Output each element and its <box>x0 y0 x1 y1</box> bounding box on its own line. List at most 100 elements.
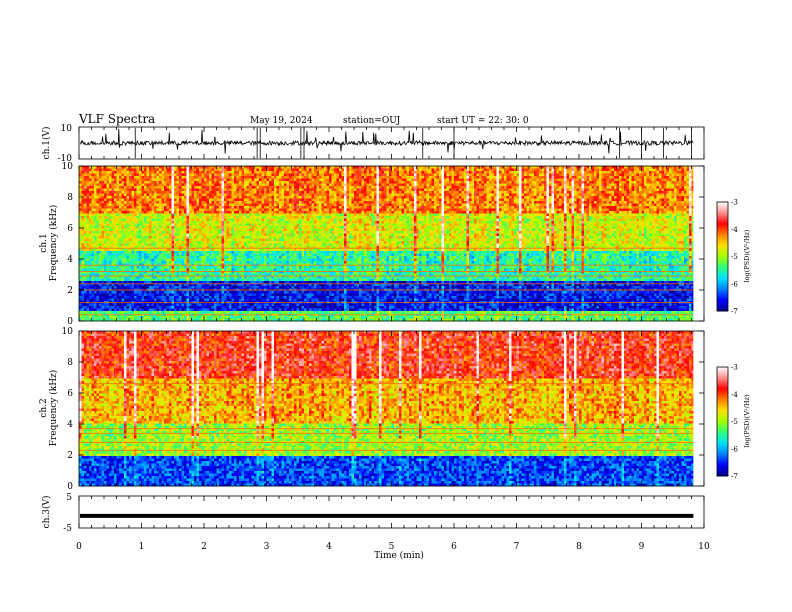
spectrogram-cell <box>267 234 270 237</box>
spectrogram-cell <box>154 171 157 174</box>
spectrogram-cell <box>142 186 145 189</box>
spectrogram-cell <box>217 196 220 199</box>
spectrogram-cell <box>202 249 205 252</box>
spectrogram-cell <box>249 209 252 212</box>
spectrogram-cell <box>254 261 257 264</box>
spectrogram-cell <box>179 251 182 254</box>
spectrogram-cell <box>267 229 270 232</box>
spectrogram-cell <box>219 214 222 217</box>
spectrogram-cell <box>139 226 142 229</box>
spectrogram-cell <box>222 189 225 192</box>
spectrogram-cell <box>197 204 200 207</box>
spectrogram-cell <box>254 231 257 234</box>
spectrogram-cell <box>157 221 160 224</box>
spectrogram-cell <box>207 204 210 207</box>
spectrogram-cell <box>204 224 207 227</box>
spectrogram-cell <box>234 211 237 214</box>
spectrogram-cell <box>264 189 267 192</box>
spectrogram-cell <box>182 169 185 172</box>
spectrogram-cell <box>272 199 275 202</box>
spectrogram-cell <box>137 261 140 264</box>
spectrogram-cell <box>272 219 275 222</box>
spectrogram-cell <box>154 266 157 269</box>
spectrogram-cell <box>269 249 272 252</box>
spectrogram-cell <box>152 211 155 214</box>
spectrogram-cell <box>204 204 207 207</box>
spectrogram-cell <box>137 204 140 207</box>
spectrogram-cell <box>269 316 272 319</box>
spectrogram-cell <box>259 196 262 199</box>
spectrogram-cell <box>262 216 265 219</box>
spectrogram-cell <box>94 259 97 262</box>
spectrogram-cell <box>142 234 145 237</box>
spectrogram-cell <box>232 191 235 194</box>
spectrogram-cell <box>229 309 232 312</box>
spectrogram-cell <box>82 201 85 204</box>
spectrogram-cell <box>204 306 207 309</box>
spectrogram-cell <box>202 226 205 229</box>
spectrogram-cell <box>242 206 245 209</box>
spectrogram-cell <box>154 224 157 227</box>
spectrogram-cell <box>254 296 257 299</box>
spectrogram-cell <box>132 279 135 282</box>
spectrogram-cell <box>187 171 190 174</box>
spectrogram-cell <box>272 226 275 229</box>
spectrogram-cell <box>177 186 180 189</box>
spectrogram-cell <box>222 309 225 312</box>
spectrogram-cell <box>189 254 192 257</box>
spectrogram-cell <box>149 199 152 202</box>
spectrogram-cell <box>219 194 222 197</box>
spectrogram-cell <box>79 211 82 214</box>
spectrogram-cell <box>219 184 222 187</box>
spectrogram-cell <box>154 199 157 202</box>
spectrogram-cell <box>222 254 225 257</box>
spectrogram-cell <box>164 231 167 234</box>
spectrogram-cell <box>97 286 100 289</box>
spectrogram-cell <box>242 204 245 207</box>
spectrogram-cell <box>272 184 275 187</box>
spectrogram-cell <box>169 311 172 314</box>
spectrogram-cell <box>127 204 130 207</box>
spectrogram-cell <box>87 251 90 254</box>
spectrogram-cell <box>257 311 260 314</box>
spectrogram-cell <box>222 229 225 232</box>
spectrogram-cell <box>192 239 195 242</box>
spectrogram-cell <box>267 254 270 257</box>
spectrogram-cell <box>219 231 222 234</box>
spectrogram-cell <box>197 304 200 307</box>
spectrogram-cell <box>242 299 245 302</box>
spectrogram-cell <box>79 199 82 202</box>
spectrogram-cell <box>192 191 195 194</box>
spectrogram-cell <box>149 201 152 204</box>
spectrogram-cell <box>224 259 227 262</box>
spectrogram-cell <box>239 226 242 229</box>
spectrogram-cell <box>184 176 187 179</box>
spectrogram-cell <box>269 201 272 204</box>
spectrogram-cell <box>272 231 275 234</box>
spectrogram-cell <box>229 189 232 192</box>
spectrogram-cell <box>127 179 130 182</box>
spectrogram-cell <box>124 191 127 194</box>
spectrogram-cell <box>177 299 180 302</box>
spectrogram-cell <box>79 294 82 297</box>
spectrogram-cell <box>172 219 175 222</box>
spectrogram-cell <box>159 216 162 219</box>
spectrogram-cell <box>227 174 230 177</box>
spectrogram-cell <box>104 236 107 239</box>
spectrogram-cell <box>264 251 267 254</box>
spectrogram-cell <box>232 234 235 237</box>
spectrogram-cell <box>204 181 207 184</box>
spectrogram-cell <box>257 194 260 197</box>
spectrogram-cell <box>262 214 265 217</box>
spectrogram-cell <box>87 196 90 199</box>
spectrogram-cell <box>132 189 135 192</box>
spectrogram-cell <box>247 191 250 194</box>
spectrogram-cell <box>119 256 122 259</box>
spectrogram-cell <box>209 286 212 289</box>
spectrogram-cell <box>89 171 92 174</box>
spectrogram-cell <box>127 256 130 259</box>
spectrogram-cell <box>272 249 275 252</box>
spectrogram-cell <box>122 219 125 222</box>
spectrogram-cell <box>227 279 230 282</box>
spectrogram-cell <box>187 196 190 199</box>
